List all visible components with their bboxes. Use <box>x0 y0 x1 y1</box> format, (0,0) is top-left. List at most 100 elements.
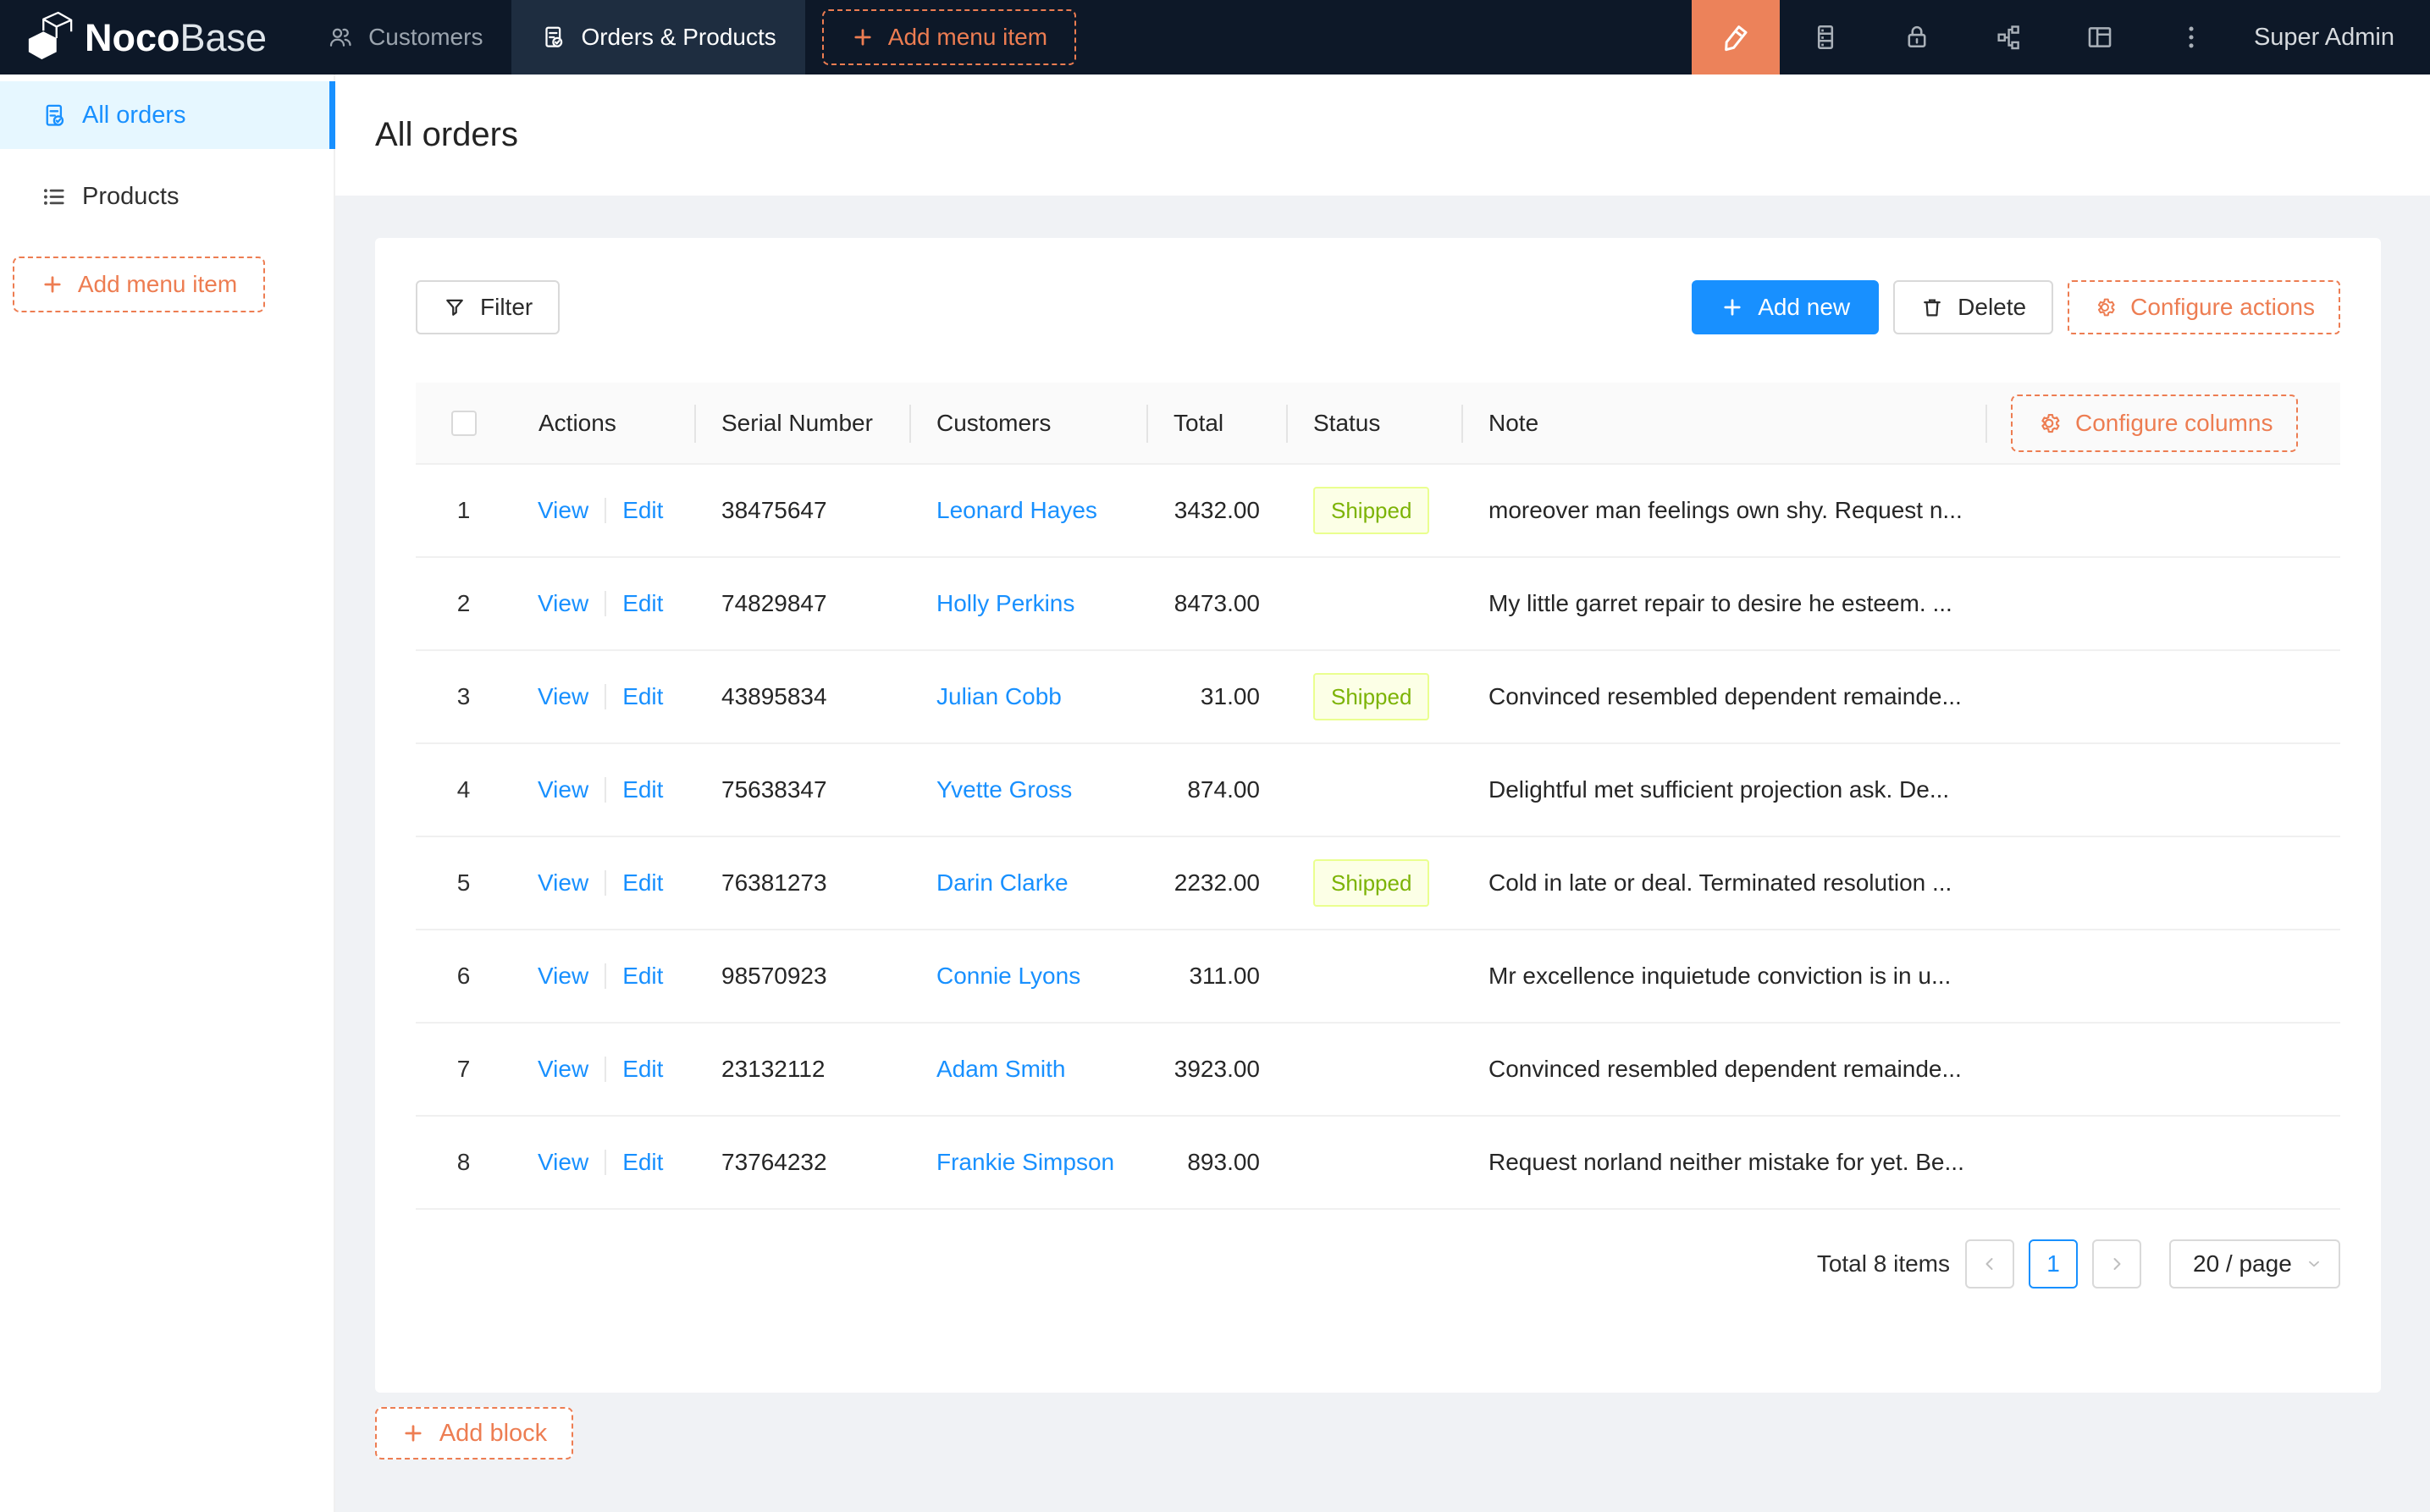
table-row: 5 View Edit 76381273 Darin Clarke 2232.0… <box>416 837 2340 930</box>
edit-link[interactable]: Edit <box>622 497 664 523</box>
customer-link[interactable]: Frankie Simpson <box>936 1149 1115 1175</box>
view-link[interactable]: View <box>538 869 589 896</box>
file-done-icon <box>46 104 64 126</box>
top-nav: NocoBase Customers Orders & Products Add… <box>0 0 2430 74</box>
apartment-icon <box>1997 25 2019 50</box>
row-index: 5 <box>456 869 471 896</box>
configure-columns-button[interactable]: Configure columns <box>2011 394 2299 452</box>
nocobase-logo[interactable]: NocoBase <box>25 10 267 64</box>
pagination-next-button[interactable] <box>2092 1239 2141 1289</box>
sidebar: All orders Products Add menu item <box>0 74 335 1512</box>
filter-icon <box>446 299 463 316</box>
view-link[interactable]: View <box>538 776 589 803</box>
column-header-serial: Serial Number <box>694 383 909 463</box>
pagination-prev-button[interactable] <box>1965 1239 2014 1289</box>
add-block-button[interactable]: Add block <box>375 1407 573 1460</box>
customer-cell: Connie Lyons <box>909 963 1146 990</box>
note-cell: Convinced resembled dependent remainde..… <box>1488 1056 1962 1082</box>
nav-add-menu-item-button[interactable]: Add menu item <box>821 9 1077 65</box>
serial-number-cell: 38475647 <box>721 497 827 523</box>
customer-cell: Yvette Gross <box>909 776 1146 803</box>
customer-link[interactable]: Holly Perkins <box>936 590 1075 616</box>
edit-link[interactable]: Edit <box>622 963 664 989</box>
total-cell: 8473.00 <box>1174 590 1260 616</box>
row-actions: View Edit <box>511 869 694 897</box>
serial-number-cell: 98570923 <box>721 963 827 989</box>
table-row: 1 View Edit 38475647 Leonard Hayes 3432.… <box>416 465 2340 558</box>
row-index: 4 <box>456 776 471 803</box>
content-area: Filter Add new Delete Configure actions <box>335 196 2430 1460</box>
row-actions: View Edit <box>511 963 694 990</box>
customer-link[interactable]: Yvette Gross <box>936 776 1073 803</box>
status-cell: Shipped <box>1286 487 1461 534</box>
divider <box>605 777 607 803</box>
note-cell: Request norland neither mistake for yet.… <box>1488 1149 1964 1175</box>
permissions-button[interactable] <box>1871 0 1963 74</box>
customer-link[interactable]: Darin Clarke <box>936 869 1069 896</box>
edit-link[interactable]: Edit <box>622 869 664 896</box>
customer-link[interactable]: Connie Lyons <box>936 963 1081 989</box>
ui-editor-button[interactable] <box>1691 0 1780 74</box>
delete-button[interactable]: Delete <box>1893 280 2054 334</box>
add-new-button[interactable]: Add new <box>1692 280 1880 334</box>
status-badge: Shipped <box>1313 673 1430 720</box>
total-cell: 3923.00 <box>1174 1056 1260 1082</box>
edit-link[interactable]: Edit <box>622 776 664 803</box>
edit-link[interactable]: Edit <box>622 1056 664 1082</box>
table-row: 4 View Edit 75638347 Yvette Gross 874.00… <box>416 744 2340 837</box>
serial-number-cell: 73764232 <box>721 1149 827 1175</box>
nav-item-orders-products[interactable]: Orders & Products <box>511 0 805 74</box>
more-button[interactable] <box>2146 0 2237 74</box>
customer-cell: Leonard Hayes <box>909 497 1146 524</box>
sidebar-item-label: Products <box>82 182 179 210</box>
divider <box>605 591 607 616</box>
view-link[interactable]: View <box>538 1149 589 1175</box>
divider <box>605 870 607 896</box>
status-badge: Shipped <box>1313 487 1430 534</box>
view-link[interactable]: View <box>538 683 589 709</box>
customer-link[interactable]: Leonard Hayes <box>936 497 1097 523</box>
view-link[interactable]: View <box>538 497 589 523</box>
active-indicator <box>329 81 335 149</box>
chevron-right-icon <box>2113 1258 2121 1270</box>
table-header-row: Actions Serial Number Customers Total St… <box>416 383 2340 465</box>
select-all-checkbox[interactable] <box>450 410 477 436</box>
view-link[interactable]: View <box>538 590 589 616</box>
sidebar-add-menu-item-button[interactable]: Add menu item <box>13 257 265 312</box>
edit-link[interactable]: Edit <box>622 590 664 616</box>
plus-icon <box>854 29 871 46</box>
divider <box>605 1150 607 1175</box>
sidebar-item-products[interactable]: Products <box>0 163 334 230</box>
filter-button[interactable]: Filter <box>416 280 561 334</box>
table-row: 2 View Edit 74829847 Holly Perkins 8473.… <box>416 558 2340 651</box>
status-cell: Shipped <box>1286 673 1461 720</box>
serial-number-cell: 23132112 <box>721 1056 826 1082</box>
configure-actions-button[interactable]: Configure actions <box>2068 280 2340 334</box>
workflow-button[interactable] <box>1963 0 2054 74</box>
lock-icon <box>1908 25 1926 48</box>
orders-table: Actions Serial Number Customers Total St… <box>416 383 2340 1210</box>
customer-link[interactable]: Julian Cobb <box>936 683 1062 709</box>
note-cell: moreover man feelings own shy. Request n… <box>1488 497 1963 523</box>
user-menu[interactable]: Super Admin <box>2253 23 2394 51</box>
status-cell: Shipped <box>1286 859 1461 907</box>
sidebar-item-all-orders[interactable]: All orders <box>0 81 335 149</box>
layout-button[interactable] <box>2054 0 2146 74</box>
page-size-select[interactable]: 20 / page <box>2169 1239 2340 1289</box>
chevron-down-icon <box>2309 1261 2319 1267</box>
row-index: 3 <box>456 683 471 709</box>
layout-icon <box>2088 27 2112 47</box>
pagination-page-1[interactable]: 1 <box>2029 1239 2078 1289</box>
view-link[interactable]: View <box>538 963 589 989</box>
serial-number-cell: 75638347 <box>721 776 827 803</box>
ellipsis-vertical-icon <box>2189 26 2194 48</box>
divider <box>605 1057 607 1082</box>
customer-link[interactable]: Adam Smith <box>936 1056 1066 1082</box>
view-link[interactable]: View <box>538 1056 589 1082</box>
nav-item-customers[interactable]: Customers <box>299 0 511 74</box>
edit-link[interactable]: Edit <box>622 683 664 709</box>
edit-link[interactable]: Edit <box>622 1149 664 1175</box>
collections-button[interactable] <box>1780 0 1871 74</box>
pagination-total: Total 8 items <box>1816 1250 1950 1277</box>
plus-icon <box>1724 299 1741 316</box>
